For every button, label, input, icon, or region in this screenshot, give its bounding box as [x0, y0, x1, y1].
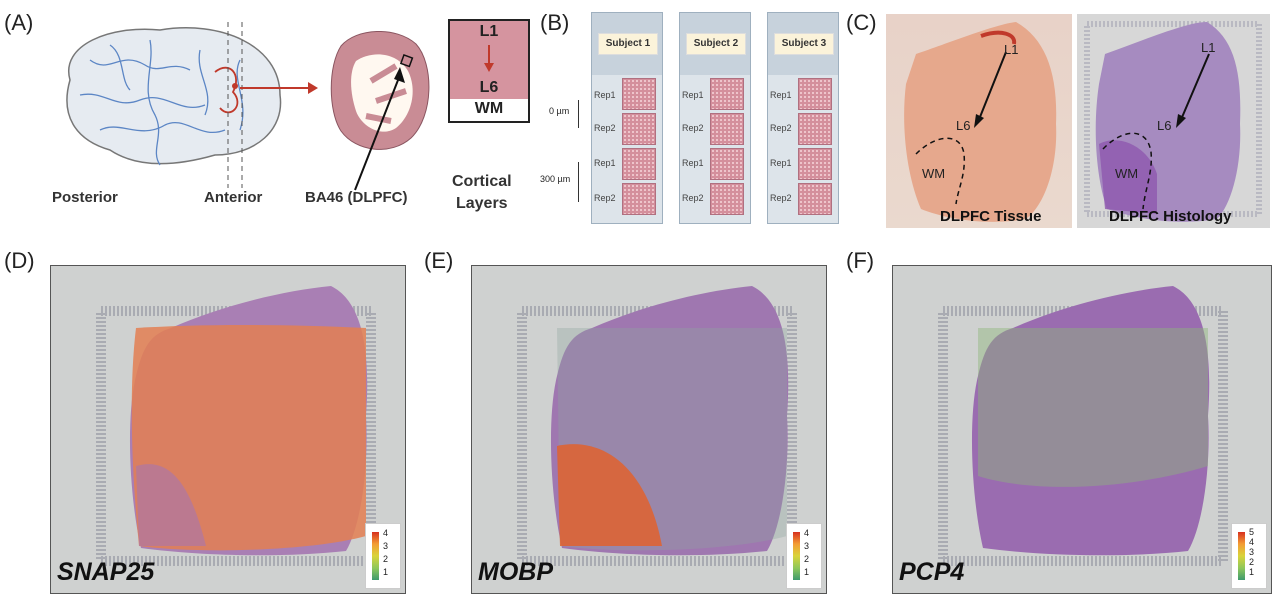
color-legend: 4 3 2 1	[786, 523, 822, 589]
arrow-right-icon	[240, 82, 318, 94]
rep-label: Rep1	[594, 158, 616, 168]
region-label: BA46 (DLPFC)	[305, 189, 408, 206]
histology-l1-label: L1	[1201, 40, 1216, 55]
slide-subject-2: Subject 2 Rep1 Rep2 Rep1 Rep2	[679, 12, 751, 224]
cortical-layers-label: Cortical Layers	[452, 173, 512, 212]
histology-wm-label: WM	[1115, 166, 1139, 181]
rep-label: Rep2	[682, 193, 704, 203]
color-legend: 5 4 3 2 1	[1231, 523, 1267, 589]
rep-label: Rep1	[594, 90, 616, 100]
brain-illustration	[66, 22, 282, 188]
panel-label-b: (B)	[540, 10, 570, 35]
tissue-photo: L1 L6 WM DLPFC Tissue	[886, 14, 1072, 228]
rep-label: Rep1	[682, 158, 704, 168]
pointer-arrow-icon	[354, 67, 405, 191]
spacing-labels: 0 µm 300 µm	[540, 100, 580, 210]
white-matter-label: WM	[474, 100, 504, 117]
histology-l6-label: L6	[1157, 118, 1172, 133]
histology-caption: DLPFC Histology	[1109, 208, 1232, 225]
spacing-bottom-label: 300 µm	[540, 174, 571, 184]
subject-label: Subject 1	[598, 33, 658, 55]
slide-subject-3: Subject 3 Rep1 Rep2 Rep1 Rep2	[767, 12, 839, 224]
anterior-label: Anterior	[204, 189, 263, 206]
tissue-l6-label: L6	[956, 118, 971, 133]
layer-bottom-label: L6	[479, 79, 499, 96]
posterior-label: Posterior	[52, 189, 118, 206]
spacing-top-label: 0 µm	[549, 106, 570, 116]
spatial-map-snap25: SNAP25 4 3 2 1	[50, 265, 406, 594]
tissue-wm-label: WM	[922, 166, 946, 181]
layer-top-label: L1	[479, 23, 499, 40]
panel-label-e: (E)	[424, 248, 454, 273]
subject-label: Subject 3	[774, 33, 834, 55]
spatial-map-pcp4: PCP4 5 4 3 2 1	[892, 265, 1272, 594]
panel-label-f: (F)	[846, 248, 875, 273]
color-legend: 4 3 2 1	[365, 523, 401, 589]
rep-label: Rep2	[682, 123, 704, 133]
cortical-layer-box: L1 L6 WM	[448, 19, 530, 123]
rep-label: Rep1	[770, 158, 792, 168]
panel-label-a: (A)	[4, 10, 34, 35]
rep-label: Rep2	[594, 193, 616, 203]
gene-label-pcp4: PCP4	[899, 558, 965, 586]
panel-label-d: (D)	[4, 248, 35, 273]
rep-label: Rep2	[770, 123, 792, 133]
histology-image: L1 L6 WM DLPFC Histology	[1077, 14, 1270, 228]
panel-label-c: (C)	[846, 10, 877, 35]
tissue-caption: DLPFC Tissue	[940, 208, 1042, 225]
rep-label: Rep1	[770, 90, 792, 100]
spatial-map-mobp: MOBP 4 3 2 1	[471, 265, 827, 594]
rep-label: Rep1	[682, 90, 704, 100]
subject-label: Subject 2	[686, 33, 746, 55]
tissue-l1-label: L1	[1004, 42, 1019, 57]
rep-label: Rep2	[594, 123, 616, 133]
rep-label: Rep2	[770, 193, 792, 203]
gene-label-snap25: SNAP25	[57, 558, 155, 586]
slide-subject-1: Subject 1 Rep1 Rep2 Rep1 Rep2	[591, 12, 663, 224]
down-arrow-icon	[484, 45, 494, 72]
gene-label-mobp: MOBP	[478, 558, 553, 586]
